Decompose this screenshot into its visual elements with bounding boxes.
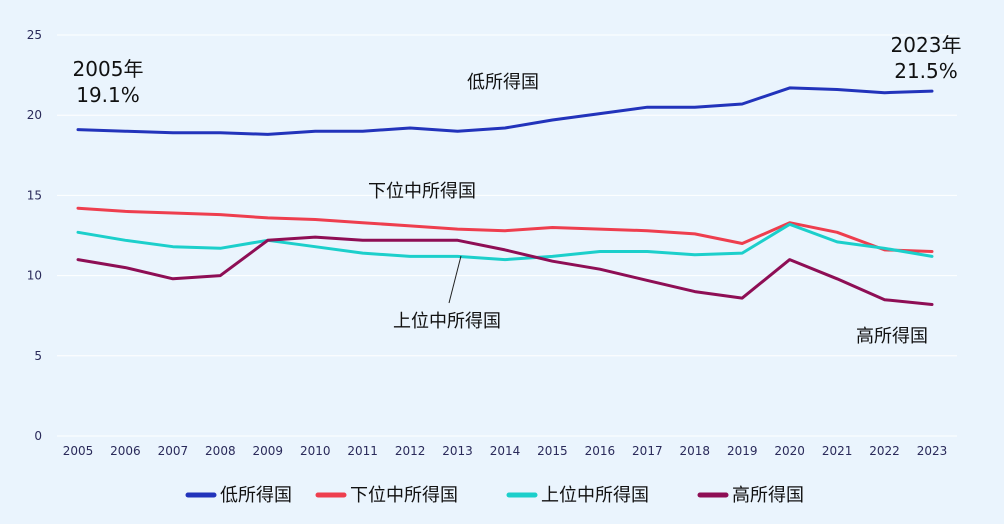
x-tick-label-2017: 2017 [632, 444, 663, 458]
legend-label-low-income: 低所得国 [220, 485, 292, 506]
series-label-upper-middle-income: 上位中所得国 [393, 311, 501, 332]
start-value-callout: 19.1% [76, 83, 140, 107]
x-tick-label-2008: 2008 [205, 444, 236, 458]
y-tick-label-0: 0 [34, 429, 42, 443]
legend-label-upper-middle-income: 上位中所得国 [541, 485, 649, 506]
series-label-low-income: 低所得国 [467, 72, 539, 93]
end-value-callout: 21.5% [894, 59, 958, 83]
series-line-low-income [76, 86, 934, 136]
series-line-high-income [76, 235, 934, 306]
series-lines [76, 86, 934, 306]
x-tick-label-2013: 2013 [442, 444, 473, 458]
legend-label-high-income: 高所得国 [732, 485, 804, 506]
y-tick-label-20: 20 [27, 108, 42, 122]
y-tick-label-10: 10 [27, 269, 42, 283]
series-line-lower-middle-income [76, 206, 934, 253]
x-tick-label-2019: 2019 [727, 444, 758, 458]
series-label-high-income: 高所得国 [856, 326, 928, 347]
start-year-callout: 2005年 [73, 57, 144, 81]
x-tick-label-2022: 2022 [869, 444, 900, 458]
x-tick-label-2015: 2015 [537, 444, 568, 458]
x-tick-label-2005: 2005 [63, 444, 94, 458]
x-tick-label-2009: 2009 [253, 444, 284, 458]
y-tick-label-15: 15 [27, 188, 42, 202]
x-axis-ticks: 2005 2006 2007 2008 2009 2010 2011 2012 2013 2014… [63, 444, 948, 458]
x-tick-label-2014: 2014 [490, 444, 521, 458]
x-tick-label-2010: 2010 [300, 444, 331, 458]
x-tick-label-2016: 2016 [585, 444, 616, 458]
x-tick-label-2006: 2006 [110, 444, 141, 458]
x-tick-label-2011: 2011 [347, 444, 378, 458]
legend: 低所得国 下位中所得国 上位中所得国 高所得国 [185, 485, 804, 506]
upper-middle-income-pointer-line [448, 255, 462, 304]
series-line-upper-middle-income [76, 222, 934, 262]
y-axis-ticks: 0 5 10 15 20 25 [27, 28, 42, 443]
end-year-callout: 2023年 [891, 33, 962, 57]
x-tick-label-2020: 2020 [774, 444, 805, 458]
y-tick-label-5: 5 [34, 349, 42, 363]
x-tick-label-2023: 2023 [917, 444, 948, 458]
x-tick-label-2021: 2021 [822, 444, 853, 458]
x-tick-label-2018: 2018 [680, 444, 711, 458]
legend-label-lower-middle-income: 下位中所得国 [350, 485, 458, 506]
x-tick-label-2007: 2007 [158, 444, 189, 458]
series-label-lower-middle-income: 下位中所得国 [368, 181, 476, 202]
y-tick-label-25: 25 [27, 28, 42, 42]
x-tick-label-2012: 2012 [395, 444, 426, 458]
